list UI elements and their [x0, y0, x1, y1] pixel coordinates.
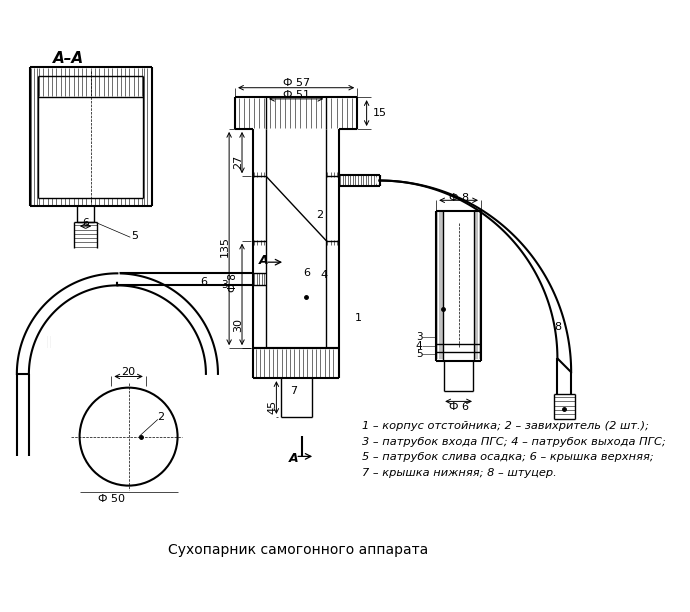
Text: 135: 135 [220, 236, 230, 258]
Text: 1: 1 [355, 313, 362, 323]
Text: 27: 27 [233, 155, 243, 169]
Text: 7 – крышка нижняя; 8 – штуцер.: 7 – крышка нижняя; 8 – штуцер. [362, 468, 557, 477]
Text: 5: 5 [416, 349, 422, 359]
Text: 5: 5 [131, 231, 138, 241]
Text: 30: 30 [233, 318, 243, 332]
Text: 8: 8 [554, 322, 561, 332]
Text: Сухопарник самогонного аппарата: Сухопарник самогонного аппарата [168, 543, 428, 557]
Text: 45: 45 [267, 400, 277, 414]
Text: Ф 8: Ф 8 [448, 193, 469, 203]
Text: Ф 57: Ф 57 [283, 78, 310, 88]
Text: 5 – патрубок слива осадка; 6 – крышка верхняя;: 5 – патрубок слива осадка; 6 – крышка ве… [362, 452, 654, 462]
Text: 1 – корпус отстойника; 2 – завихритель (2 шт.);: 1 – корпус отстойника; 2 – завихритель (… [362, 421, 649, 431]
Text: А: А [259, 254, 268, 267]
Text: А–А: А–А [53, 51, 84, 66]
Text: Ф 8: Ф 8 [228, 274, 237, 292]
Text: Ф 50: Ф 50 [98, 493, 125, 504]
Text: 7: 7 [290, 386, 297, 396]
Text: Ф 51: Ф 51 [283, 89, 310, 100]
Text: Ф 6: Ф 6 [448, 401, 469, 411]
Text: 3: 3 [221, 280, 228, 290]
Text: А: А [289, 452, 298, 465]
Text: 2: 2 [157, 412, 164, 422]
Text: 4: 4 [320, 270, 327, 280]
Text: 4: 4 [416, 340, 422, 351]
Text: 3 – патрубок входа ПГС; 4 – патрубок выхода ПГС;: 3 – патрубок входа ПГС; 4 – патрубок вых… [362, 436, 667, 447]
Text: 15: 15 [373, 108, 386, 118]
Text: 6: 6 [303, 268, 310, 278]
Text: 2: 2 [316, 210, 323, 220]
Text: 6: 6 [200, 277, 207, 287]
Text: 6: 6 [82, 218, 89, 228]
Text: 20: 20 [121, 367, 136, 377]
Text: 3: 3 [416, 332, 422, 342]
